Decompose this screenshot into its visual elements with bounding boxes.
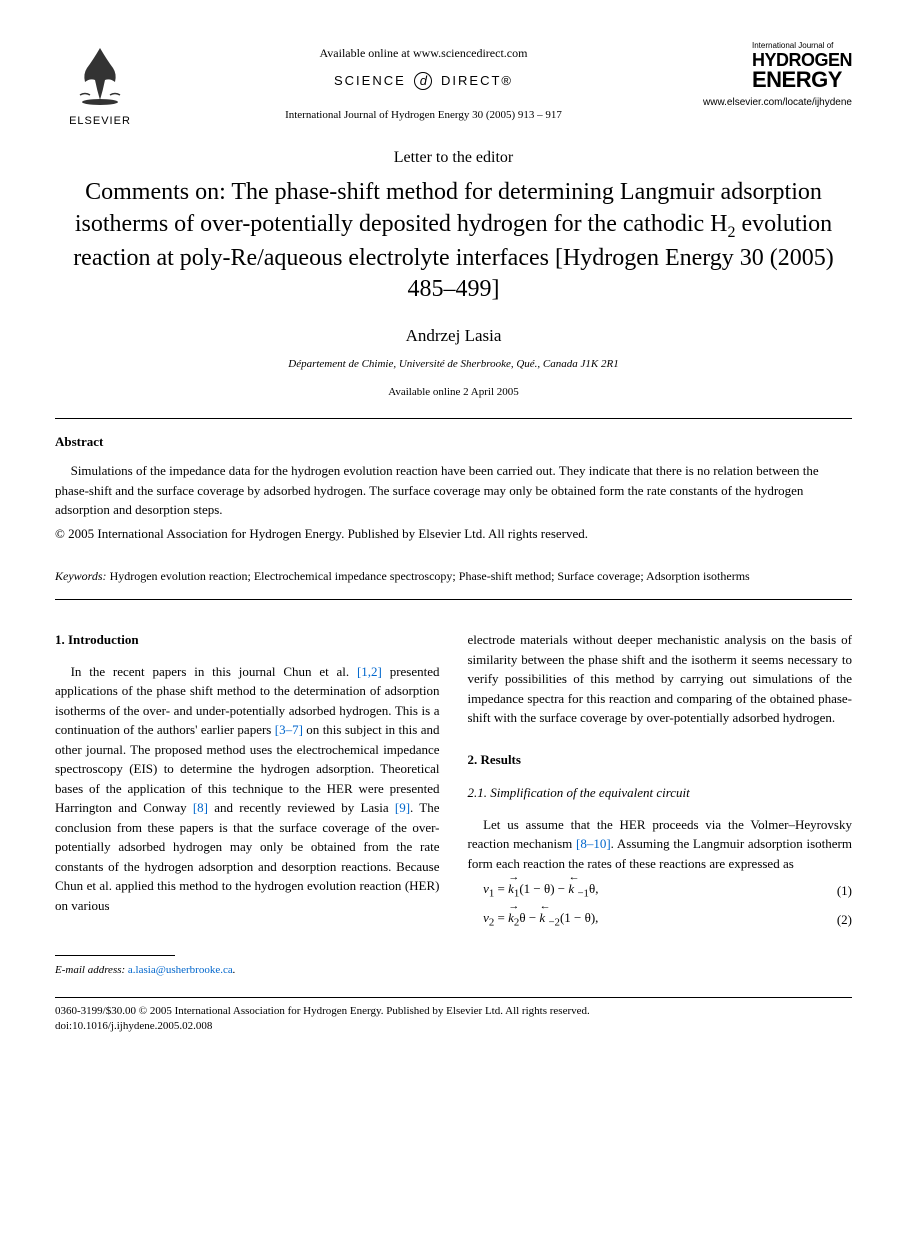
journal-logo: International Journal of HYDROGEN ENERGY… xyxy=(702,40,852,110)
article-title: Comments on: The phase-shift method for … xyxy=(65,177,842,305)
equation-1-row: v1 = k1(1 − θ) − k −1θ, (1) xyxy=(468,879,853,902)
science-direct-d-icon: d xyxy=(414,72,432,90)
subsection-heading: 2.1. Simplification of the equivalent ci… xyxy=(468,783,853,803)
abstract-heading: Abstract xyxy=(55,433,852,451)
science-direct-part2: DIRECT® xyxy=(441,73,513,88)
footer-line1: 0360-3199/$30.00 © 2005 International As… xyxy=(55,1004,852,1019)
journal-energy-text: ENERGY xyxy=(752,69,852,91)
footer-rule xyxy=(55,997,852,998)
science-direct-logo: SCIENCE d DIRECT® xyxy=(145,72,702,91)
footer-line2: doi:10.1016/j.ijhydene.2005.02.008 xyxy=(55,1019,852,1034)
body-columns: 1. Introduction In the recent papers in … xyxy=(55,630,852,979)
footnote-suffix: . xyxy=(233,964,236,976)
keywords-text: Hydrogen evolution reaction; Electrochem… xyxy=(107,569,750,583)
equation-2: v2 = k2θ − k −2(1 − θ), xyxy=(468,908,823,931)
keywords-label: Keywords: xyxy=(55,569,107,583)
right-column: electrode materials without deeper mecha… xyxy=(468,630,853,979)
elsevier-logo: ELSEVIER xyxy=(55,40,145,135)
elsevier-tree-icon xyxy=(65,40,135,110)
article-type: Letter to the editor xyxy=(55,147,852,169)
science-direct-part1: SCIENCE xyxy=(334,73,406,88)
available-online-text: Available online at www.sciencedirect.co… xyxy=(145,45,702,62)
abstract-copyright: © 2005 International Association for Hyd… xyxy=(55,524,852,544)
intro-heading: 1. Introduction xyxy=(55,630,440,650)
header-row: ELSEVIER Available online at www.science… xyxy=(55,40,852,135)
abstract-text: Simulations of the impedance data for th… xyxy=(55,461,852,520)
results-paragraph: Let us assume that the HER proceeds via … xyxy=(468,815,853,874)
keywords-section: Keywords: Hydrogen evolution reaction; E… xyxy=(55,557,852,599)
equation-1-number: (1) xyxy=(822,881,852,901)
rule-below-keywords xyxy=(55,599,852,600)
footnote-email-link[interactable]: a.lasia@usherbrooke.ca xyxy=(128,964,233,976)
intro-continuation: electrode materials without deeper mecha… xyxy=(468,630,853,728)
author-name: Andrzej Lasia xyxy=(55,324,852,348)
footnote-label: E-mail address: xyxy=(55,964,125,976)
footnote-rule xyxy=(55,955,175,956)
equation-2-number: (2) xyxy=(822,910,852,930)
footnote: E-mail address: a.lasia@usherbrooke.ca. xyxy=(55,962,440,979)
results-heading: 2. Results xyxy=(468,750,853,770)
equation-2-row: v2 = k2θ − k −2(1 − θ), (2) xyxy=(468,908,853,931)
left-column: 1. Introduction In the recent papers in … xyxy=(55,630,440,979)
journal-url[interactable]: www.elsevier.com/locate/ijhydene xyxy=(702,96,852,110)
abstract-section: Abstract Simulations of the impedance da… xyxy=(55,419,852,557)
available-date: Available online 2 April 2005 xyxy=(55,385,852,400)
intro-paragraph: In the recent papers in this journal Chu… xyxy=(55,662,440,916)
journal-citation: International Journal of Hydrogen Energy… xyxy=(145,108,702,123)
elsevier-text: ELSEVIER xyxy=(69,114,131,129)
center-header: Available online at www.sciencedirect.co… xyxy=(145,40,702,124)
equation-1: v1 = k1(1 − θ) − k −1θ, xyxy=(468,879,823,902)
author-affiliation: Département de Chimie, Université de She… xyxy=(55,357,852,372)
